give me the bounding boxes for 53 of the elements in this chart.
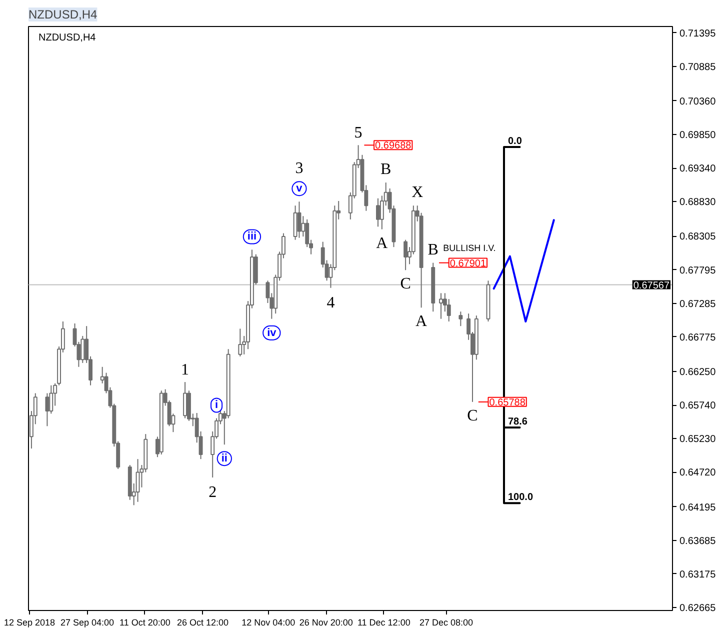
annotation: 0.0 — [508, 136, 522, 147]
y-tick-label: 0.67285 — [680, 298, 716, 310]
annotation: iii — [247, 230, 257, 243]
x-tick-label: 12 Nov 04:00 — [242, 618, 296, 628]
annotation: C — [467, 407, 478, 424]
annotation: 0.65788 — [489, 397, 526, 408]
y-tick-label: 0.70360 — [680, 96, 716, 108]
y-tick-label: 0.71395 — [680, 28, 716, 40]
y-tick-label: 0.63175 — [680, 569, 716, 580]
x-tick-label: 11 Oct 20:00 — [120, 618, 170, 628]
y-tick-label: 0.68830 — [680, 197, 716, 208]
annotation: BULLISH I.V. — [443, 242, 496, 253]
y-tick-label: 0.65740 — [680, 400, 716, 412]
y-tick-label: 0.70885 — [680, 62, 716, 73]
annotation: 4 — [326, 294, 335, 312]
y-tick-label: 0.64195 — [680, 502, 716, 514]
annotation: v — [296, 182, 304, 195]
annotation: 5 — [354, 124, 362, 142]
y-tick-label: 0.69850 — [680, 130, 716, 141]
x-tick-label: 26 Oct 12:00 — [176, 618, 229, 628]
annotation: A — [416, 313, 428, 330]
annotation: i — [215, 399, 218, 412]
y-tick-label: 0.62665 — [680, 603, 716, 614]
x-tick-label: 12 Sep 2018 — [4, 618, 56, 628]
x-tick-label: 27 Dec 08:00 — [419, 618, 474, 628]
text: NZDUSD,H4 — [38, 32, 96, 44]
annotation: iv — [267, 326, 278, 339]
y-tick-label: 0.66250 — [680, 367, 716, 378]
annotation: B — [380, 161, 392, 178]
annotation: C — [400, 276, 411, 293]
annotation: 0.67901 — [450, 258, 486, 270]
annotation: 100.0 — [508, 492, 534, 504]
chart-title: NZDUSD,H4 — [28, 8, 98, 22]
annotation: 78.6 — [508, 416, 528, 428]
x-tick-label: 26 Nov 20:00 — [299, 618, 353, 628]
annotation: B — [428, 241, 438, 258]
y-tick-label: 0.67795 — [680, 265, 716, 276]
ref-line-label: 0.67567 — [633, 280, 670, 292]
y-tick-label: 0.68305 — [680, 232, 716, 243]
annotation: X — [412, 184, 424, 202]
annotation: 1 — [181, 362, 190, 379]
annotation: A — [376, 234, 388, 252]
annotation: 2 — [208, 484, 217, 502]
y-tick-label: 0.65230 — [680, 434, 716, 446]
y-tick-label: 0.69340 — [680, 164, 716, 175]
y-tick-label: 0.63685 — [680, 536, 716, 547]
annotation: ii — [221, 452, 228, 465]
x-tick-label: 27 Sep 04:00 — [60, 618, 114, 628]
annotation: 3 — [295, 160, 304, 178]
x-tick-label: 11 Dec 12:00 — [357, 618, 410, 628]
y-tick-label: 0.64720 — [680, 468, 716, 479]
y-tick-label: 0.66775 — [680, 332, 716, 344]
annotation: 0.69688 — [375, 140, 412, 152]
